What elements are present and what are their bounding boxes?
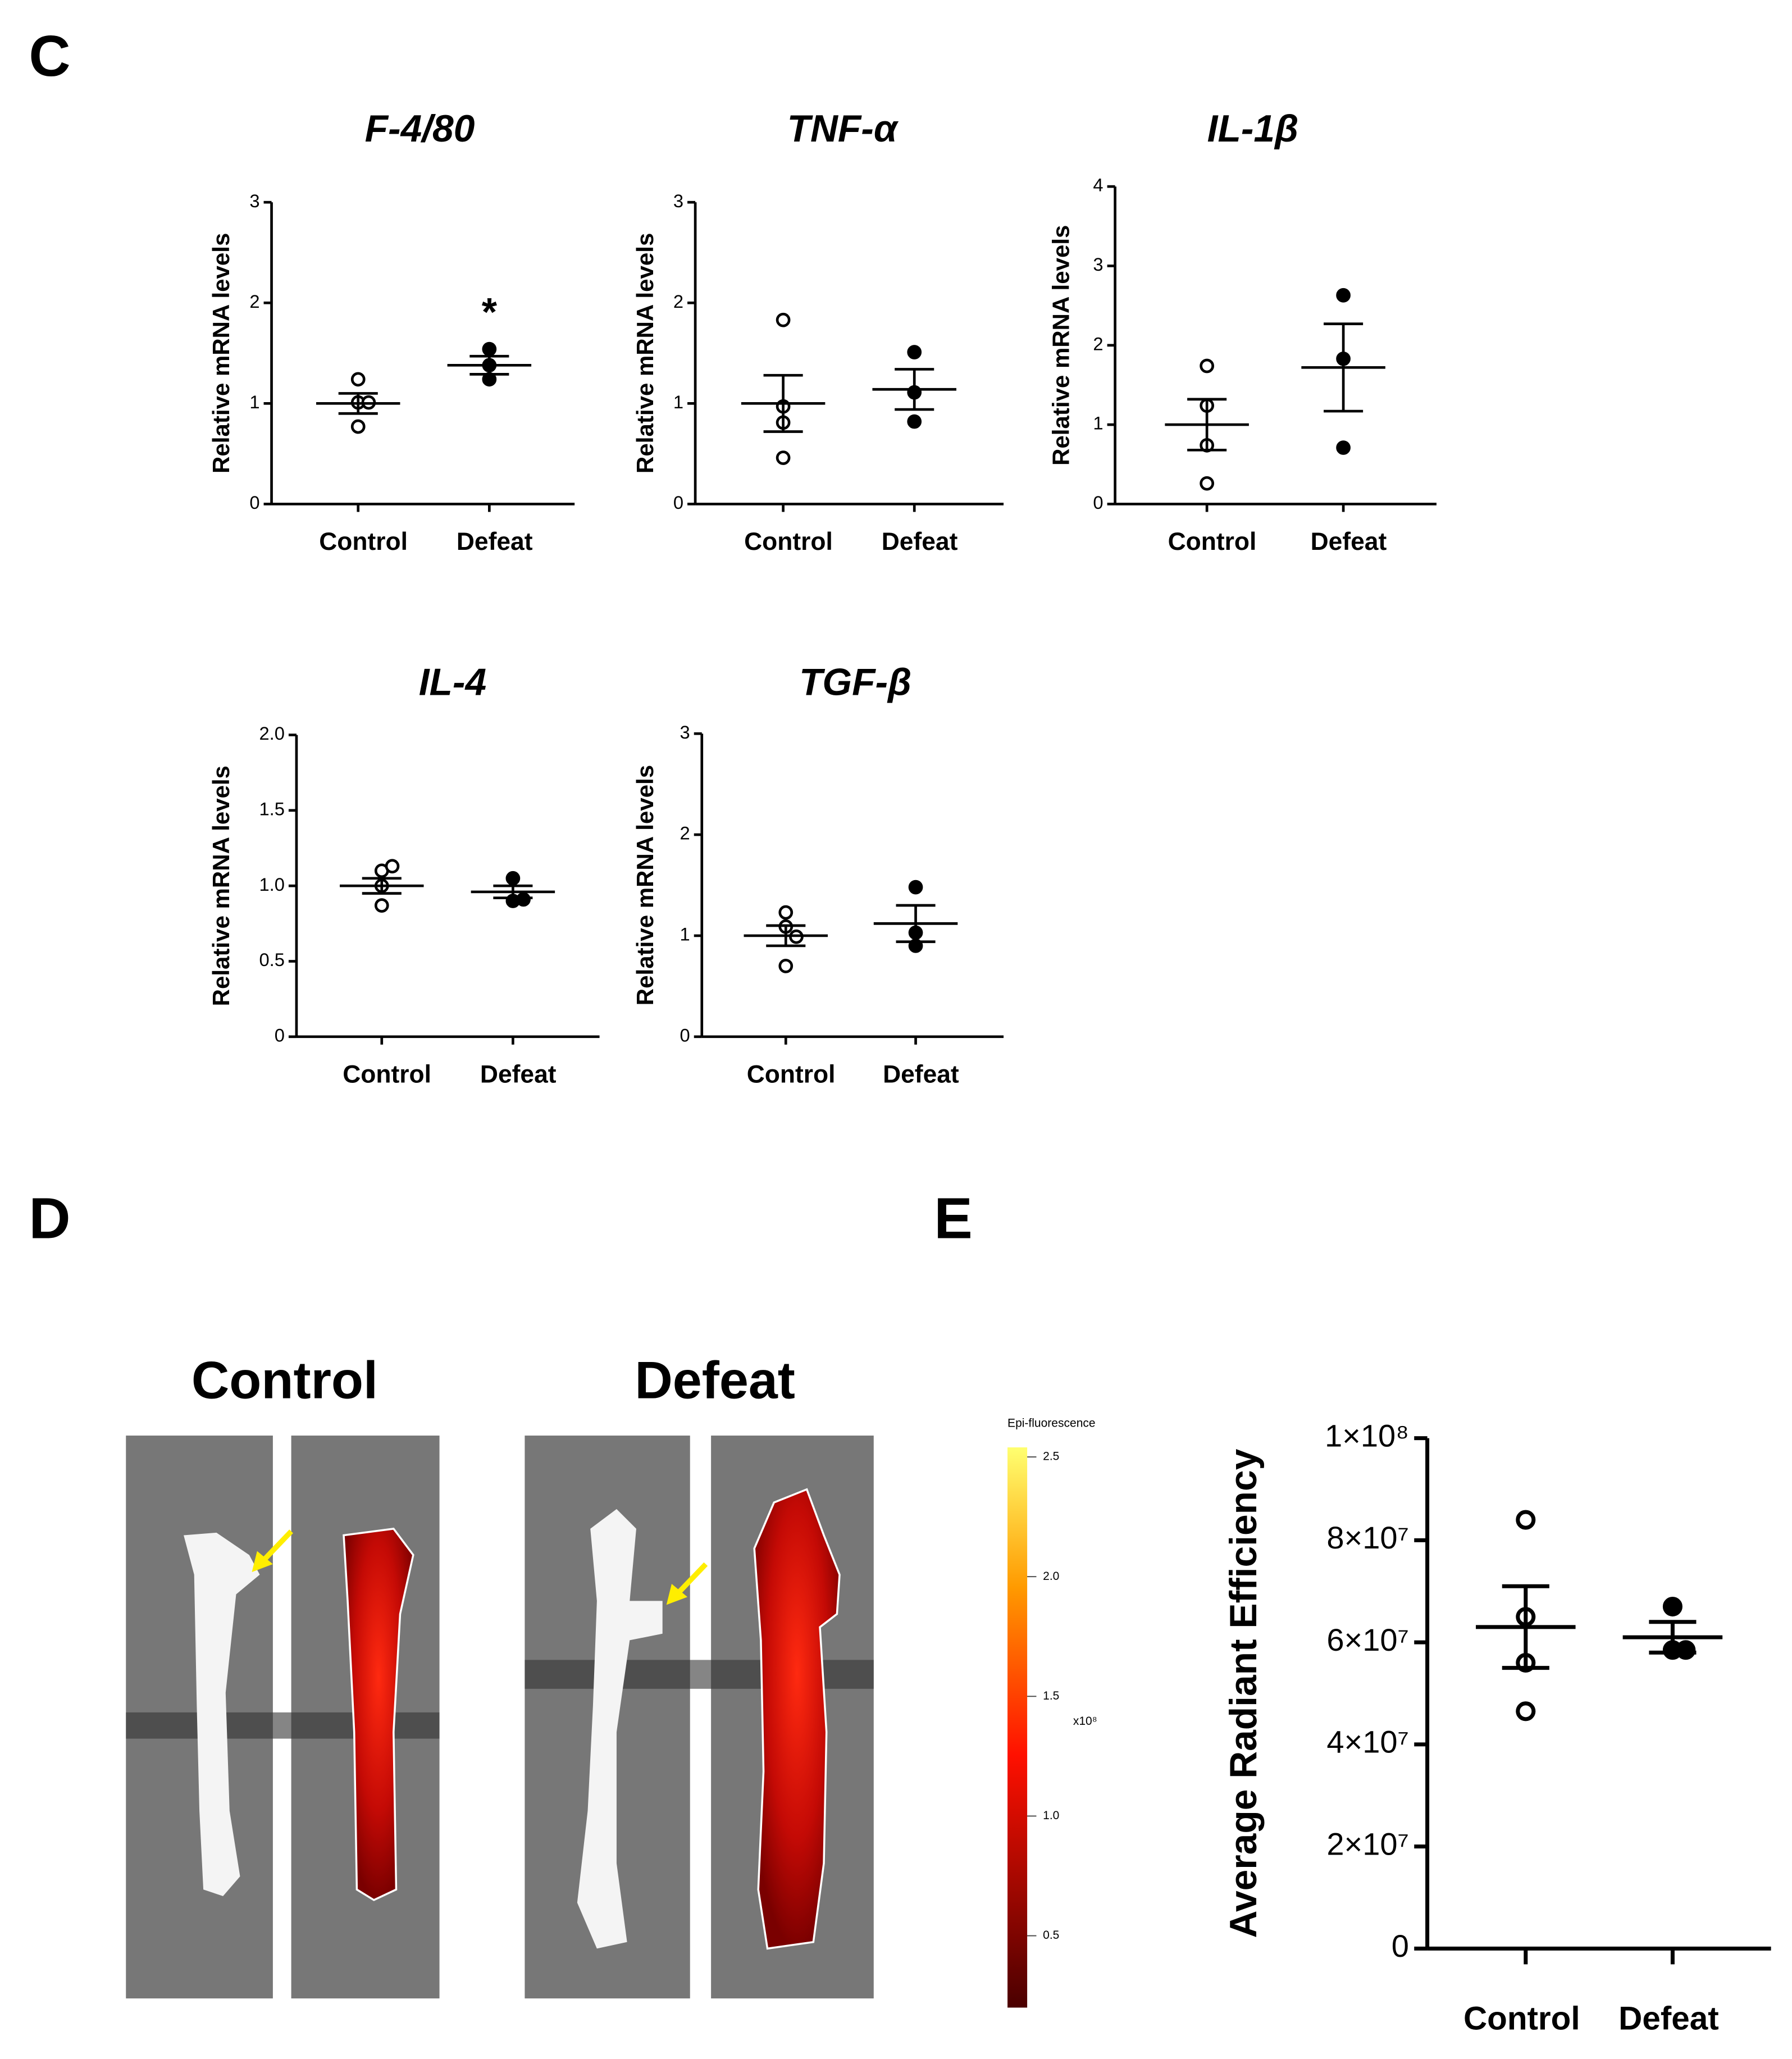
x-tick-label: Control bbox=[343, 1061, 431, 1088]
y-tick-label: 0 bbox=[275, 1024, 285, 1045]
y-tick-label: 1 bbox=[673, 391, 683, 412]
y-tick-label: 1 bbox=[249, 391, 259, 412]
y-axis-label: Relative mRNA levels bbox=[632, 233, 658, 473]
arrow bbox=[675, 1562, 708, 1596]
data-point bbox=[1662, 1597, 1682, 1617]
y-axis-label: Relative mRNA levels bbox=[208, 233, 234, 473]
data-point bbox=[776, 450, 791, 465]
y-tick-label: 1.5 bbox=[259, 799, 284, 819]
data-point bbox=[1516, 1510, 1536, 1530]
y-tick-label: 2 bbox=[249, 291, 259, 312]
x-tick-label: Control bbox=[1168, 528, 1257, 555]
data-point bbox=[778, 959, 794, 973]
x-tick-label: Control bbox=[747, 1061, 836, 1088]
chart-title: IL-4 bbox=[419, 662, 486, 704]
y-axis-label: Relative mRNA levels bbox=[632, 765, 658, 1005]
y-tick-label: 2 bbox=[673, 291, 683, 312]
y-tick-label: 4 bbox=[1093, 175, 1103, 195]
chart-title: IL-1β bbox=[1207, 108, 1298, 150]
x-tick-label: Defeat bbox=[480, 1061, 557, 1088]
y-axis-label: Average Radiant Efficiency bbox=[1223, 1448, 1265, 1938]
data-point bbox=[1336, 440, 1351, 455]
y-tick-label: 0.5 bbox=[259, 949, 284, 970]
arrow-head bbox=[252, 1551, 273, 1572]
tissue-signal bbox=[753, 1488, 841, 1950]
annotation: * bbox=[482, 290, 498, 334]
data-point bbox=[776, 312, 791, 327]
data-point bbox=[385, 859, 400, 874]
x-tick-label: Control bbox=[1463, 2000, 1580, 2037]
tissue-signal bbox=[343, 1527, 414, 1901]
colorbar-tick-label: 2.0 bbox=[1043, 1570, 1059, 1583]
panel-label: D bbox=[29, 1186, 70, 1251]
panel-label: E bbox=[934, 1186, 973, 1251]
y-tick-label: 2×10⁷ bbox=[1326, 1826, 1409, 1861]
y-tick-label: 3 bbox=[1093, 254, 1103, 275]
y-tick-label: 2.0 bbox=[259, 723, 284, 744]
tissue bbox=[577, 1509, 663, 1949]
y-axis-label: Relative mRNA levels bbox=[1047, 225, 1074, 466]
colorbar bbox=[1007, 1447, 1028, 2008]
y-tick-label: 1 bbox=[1093, 413, 1103, 434]
y-tick-label: 0 bbox=[1392, 1928, 1409, 1964]
colorbar-tick-label: 0.5 bbox=[1043, 1929, 1059, 1942]
chart-title: TNF-α bbox=[787, 108, 899, 150]
y-axis-label: Relative mRNA levels bbox=[208, 766, 234, 1006]
x-tick-label: Defeat bbox=[1618, 2000, 1718, 2037]
chart-title: F-4/80 bbox=[365, 108, 475, 150]
data-point bbox=[1676, 1640, 1696, 1660]
data-point bbox=[350, 419, 366, 434]
y-tick-label: 0 bbox=[249, 492, 259, 513]
colorbar-tick-label: 1.0 bbox=[1043, 1809, 1059, 1822]
y-tick-label: 2 bbox=[680, 823, 690, 844]
y-tick-label: 0 bbox=[680, 1024, 690, 1045]
x-tick-label: Control bbox=[744, 528, 833, 555]
y-tick-label: 3 bbox=[680, 722, 690, 742]
colorbar-title: Epi-fluorescence bbox=[1007, 1417, 1096, 1430]
y-tick-label: 2 bbox=[1093, 333, 1103, 354]
fluorescence-images bbox=[126, 1435, 874, 1999]
y-tick-label: 3 bbox=[249, 190, 259, 211]
y-tick-label: 1.0 bbox=[259, 874, 284, 895]
x-tick-label: Control bbox=[319, 528, 408, 555]
data-point bbox=[1200, 358, 1214, 373]
data-point bbox=[1336, 288, 1351, 303]
y-tick-label: 1 bbox=[680, 924, 690, 945]
y-tick-label: 4×10⁷ bbox=[1326, 1724, 1409, 1760]
data-point bbox=[1200, 476, 1214, 491]
colorbar-tick-label: 1.5 bbox=[1043, 1689, 1059, 1702]
y-tick-label: 8×10⁷ bbox=[1326, 1520, 1409, 1555]
y-tick-label: 6×10⁷ bbox=[1326, 1622, 1409, 1657]
colorbar-unit: x10⁸ bbox=[1073, 1715, 1097, 1728]
data-point bbox=[1516, 1701, 1536, 1721]
data-point bbox=[908, 880, 923, 895]
x-tick-label: Defeat bbox=[882, 528, 958, 555]
colorbar-tick-label: 2.5 bbox=[1043, 1450, 1059, 1463]
y-tick-label: 0 bbox=[673, 492, 683, 513]
data-point bbox=[374, 898, 389, 913]
data-point bbox=[505, 871, 521, 886]
y-tick-label: 3 bbox=[673, 190, 683, 211]
x-tick-label: Defeat bbox=[457, 528, 533, 555]
data-point bbox=[350, 372, 366, 387]
x-tick-label: Defeat bbox=[883, 1061, 959, 1088]
data-point bbox=[482, 341, 497, 357]
arrow-head bbox=[666, 1583, 688, 1605]
y-tick-label: 0 bbox=[1093, 492, 1103, 513]
data-point bbox=[907, 414, 922, 429]
data-point bbox=[907, 345, 922, 359]
tissue bbox=[184, 1532, 260, 1896]
data-point bbox=[778, 905, 794, 920]
data-point bbox=[516, 892, 531, 907]
image-title: Control bbox=[191, 1351, 378, 1410]
chart-title: TGF-β bbox=[799, 662, 911, 704]
y-tick-label: 1×10⁸ bbox=[1325, 1418, 1409, 1453]
panel-label: C bbox=[29, 24, 70, 88]
arrow bbox=[260, 1529, 293, 1564]
image-title: Defeat bbox=[635, 1351, 795, 1410]
x-tick-label: Defeat bbox=[1311, 528, 1387, 555]
